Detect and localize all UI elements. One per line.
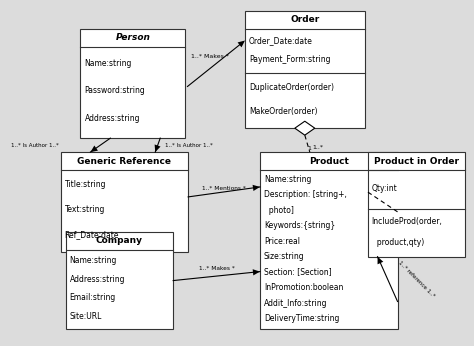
Polygon shape (253, 185, 260, 191)
Text: Payment_Form:string: Payment_Form:string (249, 55, 330, 64)
Text: 1..* Makes *: 1..* Makes * (199, 266, 235, 271)
Text: Order: Order (290, 15, 319, 24)
Polygon shape (295, 121, 315, 135)
Text: Description: [string+,: Description: [string+, (264, 190, 347, 199)
Text: Email:string: Email:string (70, 293, 116, 302)
Polygon shape (155, 145, 161, 152)
Text: Size:string: Size:string (264, 252, 305, 261)
Text: Name:string: Name:string (70, 256, 117, 265)
Text: DuplicateOrder(order): DuplicateOrder(order) (249, 83, 334, 92)
Text: 1..* Is Author 1..*: 1..* Is Author 1..* (165, 143, 213, 148)
Polygon shape (253, 269, 260, 275)
Polygon shape (237, 40, 245, 47)
Text: 1..* reference 1..*: 1..* reference 1..* (398, 260, 436, 298)
Bar (260, 152, 398, 329)
Text: Name:string: Name:string (264, 175, 311, 184)
Text: Ref_Date:date: Ref_Date:date (64, 230, 119, 239)
Text: Qty:int: Qty:int (372, 183, 397, 192)
Text: 1: 1 (308, 146, 312, 151)
Text: Addit_Info:string: Addit_Info:string (264, 299, 328, 308)
Bar (65, 232, 173, 329)
Text: Keywords:{string}: Keywords:{string} (264, 221, 335, 230)
Text: Company: Company (96, 236, 143, 245)
Bar (245, 11, 365, 128)
Text: Title:string: Title:string (64, 180, 106, 189)
Text: Product in Order: Product in Order (374, 156, 459, 165)
Bar (61, 152, 188, 252)
Text: IncludeProd(order,: IncludeProd(order, (372, 217, 443, 226)
Text: Address:string: Address:string (84, 114, 140, 123)
Text: Product: Product (309, 156, 349, 165)
Text: Name:string: Name:string (84, 59, 132, 68)
Text: Section: [Section]: Section: [Section] (264, 267, 331, 276)
Text: 1..* Is Author 1..*: 1..* Is Author 1..* (11, 143, 58, 148)
Text: InPromotion:boolean: InPromotion:boolean (264, 283, 343, 292)
Text: 1..* Makes *: 1..* Makes * (191, 54, 229, 60)
Text: Price:real: Price:real (264, 237, 300, 246)
Bar (368, 152, 465, 257)
Text: Address:string: Address:string (70, 275, 125, 284)
Polygon shape (91, 146, 98, 152)
Bar (81, 29, 185, 138)
Text: Person: Person (115, 33, 150, 42)
Text: MakeOrder(order): MakeOrder(order) (249, 107, 318, 116)
Text: product,qty): product,qty) (372, 238, 424, 247)
Text: 1..*: 1..* (313, 145, 324, 149)
Text: Password:string: Password:string (84, 86, 145, 95)
Text: DeliveryTime:string: DeliveryTime:string (264, 314, 339, 323)
Text: 1..* Mentions *: 1..* Mentions * (202, 186, 246, 191)
Text: Site:URL: Site:URL (70, 312, 102, 321)
Text: Generic Reference: Generic Reference (77, 156, 171, 165)
Polygon shape (378, 257, 383, 264)
Text: Order_Date:date: Order_Date:date (249, 36, 313, 45)
Text: photo]: photo] (264, 206, 294, 215)
Text: Text:string: Text:string (64, 205, 105, 214)
